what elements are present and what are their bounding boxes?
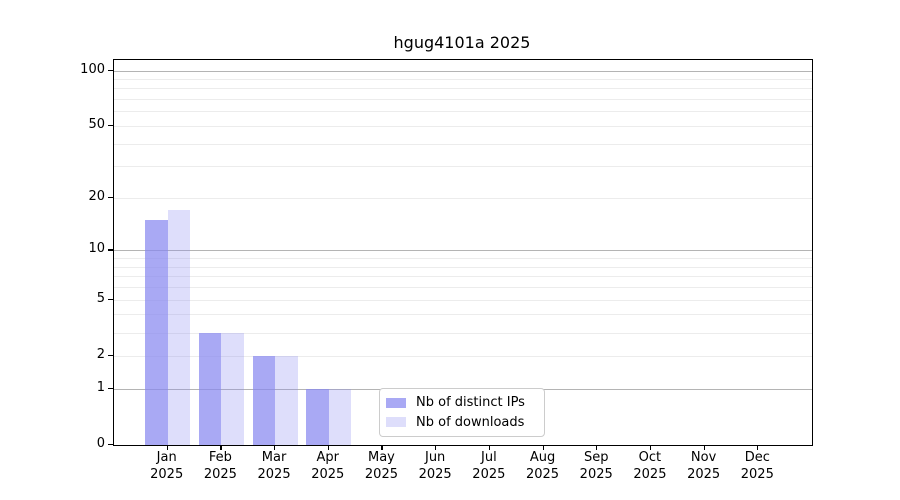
- legend-label-downloads: Nb of downloads: [416, 414, 525, 430]
- x-tick-label-month-jun: Jun: [424, 450, 446, 465]
- x-tick-label-month-aug: Aug: [529, 450, 556, 465]
- gridline-minor-40: [114, 143, 812, 145]
- x-tick-label-month-sep: Sep: [583, 450, 609, 465]
- x-tick-oct: [649, 445, 652, 450]
- gridline-minor-60: [114, 111, 812, 113]
- x-tick-label-month-jul: Jul: [481, 450, 497, 465]
- y-tick-label-5: 5: [96, 290, 105, 306]
- legend-item-distinct-ips: Nb of distinct IPs: [386, 395, 538, 410]
- x-tick-label-year-mar: 2025: [257, 467, 291, 482]
- x-tick-label-month-apr: Apr: [316, 450, 340, 465]
- bar-downloads-jan: [167, 210, 191, 445]
- y-tick-2: [108, 354, 113, 357]
- x-tick-label-year-sep: 2025: [579, 467, 613, 482]
- legend-swatch-distinct-ips: [386, 397, 406, 408]
- x-tick-label-year-jun: 2025: [418, 467, 452, 482]
- gridline-major-10: [114, 250, 812, 252]
- y-tick-label-1: 1: [96, 379, 105, 395]
- x-tick-label-year-oct: 2025: [633, 467, 667, 482]
- y-tick-1: [108, 387, 113, 389]
- gridline-minor-8: [114, 266, 812, 268]
- y-tick-label-20: 20: [88, 188, 105, 204]
- y-tick-5: [108, 298, 113, 300]
- y-tick-0: [108, 444, 113, 446]
- gridline-minor-80: [114, 88, 812, 90]
- y-tick-label-2: 2: [96, 346, 105, 362]
- y-tick-10: [108, 249, 113, 251]
- chart-title: hgug4101a 2025: [393, 33, 531, 52]
- bar-distinct-ips-apr: [306, 388, 329, 445]
- gridline-minor-2: [114, 355, 812, 357]
- gridline-minor-70: [114, 99, 812, 101]
- y-tick-label-0: 0: [96, 436, 105, 451]
- x-tick-jul: [488, 445, 491, 450]
- x-tick-label-year-nov: 2025: [687, 467, 721, 482]
- x-tick-label-year-dec: 2025: [740, 467, 774, 482]
- gridline-minor-6: [114, 287, 812, 289]
- x-tick-jan: [166, 445, 168, 450]
- gridline-minor-90: [114, 78, 812, 80]
- x-tick-label-month-dec: Dec: [744, 450, 770, 465]
- x-tick-label-year-apr: 2025: [311, 467, 345, 482]
- x-tick-label-month-oct: Oct: [638, 450, 662, 465]
- y-tick-100: [108, 69, 113, 71]
- bar-downloads-apr: [328, 388, 352, 445]
- bar-distinct-ips-mar: [252, 355, 276, 445]
- gridline-major-100: [114, 70, 812, 72]
- gridline-minor-9: [114, 258, 812, 260]
- x-tick-mar: [274, 445, 276, 450]
- x-tick-sep: [596, 445, 598, 450]
- x-tick-feb: [220, 445, 222, 450]
- bar-downloads-feb: [221, 332, 244, 445]
- x-tick-dec: [757, 445, 759, 450]
- x-tick-label-year-aug: 2025: [525, 467, 560, 482]
- bar-downloads-mar: [275, 355, 298, 445]
- y-tick-20: [108, 196, 113, 199]
- y-tick-label-10: 10: [88, 241, 105, 257]
- x-tick-label-year-jul: 2025: [472, 467, 506, 482]
- bar-distinct-ips-feb: [198, 332, 222, 445]
- legend: Nb of distinct IPs Nb of downloads: [379, 388, 545, 437]
- x-tick-label-month-jan: Jan: [156, 450, 177, 465]
- x-tick-label-year-may: 2025: [364, 467, 398, 482]
- y-tick-label-50: 50: [88, 116, 105, 132]
- x-tick-label-year-jan: 2025: [150, 467, 184, 482]
- y-tick-label-100: 100: [80, 61, 105, 77]
- gridline-minor-7: [114, 276, 812, 278]
- x-tick-label-month-may: May: [368, 450, 395, 465]
- x-tick-may: [381, 445, 383, 450]
- bar-distinct-ips-jan: [145, 220, 168, 445]
- gridline-minor-20: [114, 197, 812, 199]
- x-tick-nov: [703, 445, 705, 450]
- x-tick-label-month-mar: Mar: [261, 450, 287, 465]
- x-tick-label-year-feb: 2025: [203, 467, 237, 482]
- y-tick-50: [108, 124, 113, 127]
- legend-label-distinct-ips: Nb of distinct IPs: [416, 395, 525, 411]
- x-tick-aug: [542, 445, 544, 450]
- x-tick-apr: [327, 445, 329, 450]
- x-tick-jun: [435, 445, 437, 450]
- x-tick-label-month-feb: Feb: [208, 450, 232, 465]
- legend-item-downloads: Nb of downloads: [386, 415, 538, 430]
- x-tick-label-month-nov: Nov: [690, 450, 717, 465]
- gridline-minor-50: [114, 125, 812, 127]
- gridline-minor-30: [114, 166, 812, 168]
- plot-area: [113, 59, 813, 446]
- gridline-minor-3: [114, 332, 812, 334]
- legend-swatch-downloads: [386, 417, 406, 428]
- gridline-minor-5: [114, 299, 812, 301]
- gridline-minor-4: [114, 314, 812, 316]
